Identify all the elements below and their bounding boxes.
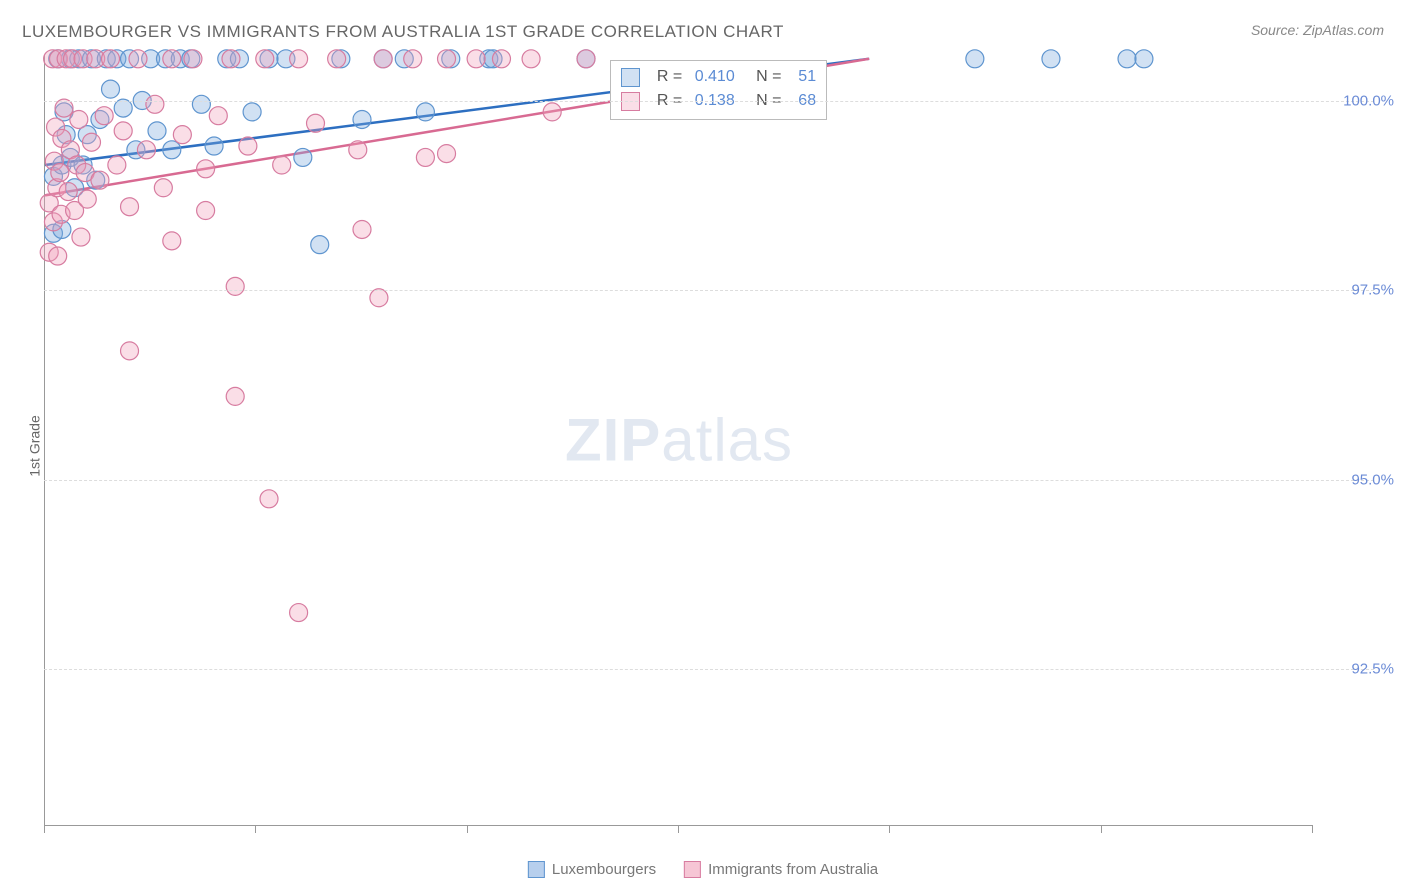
data-point xyxy=(404,50,422,68)
data-point xyxy=(197,202,215,220)
data-point xyxy=(353,110,371,128)
gridline-h xyxy=(44,669,1374,670)
data-point xyxy=(1135,50,1153,68)
data-point xyxy=(192,95,210,113)
data-point xyxy=(416,148,434,166)
x-tick xyxy=(467,825,468,833)
data-point xyxy=(290,604,308,622)
data-point xyxy=(163,141,181,159)
data-point xyxy=(59,183,77,201)
data-point xyxy=(273,156,291,174)
data-point xyxy=(129,50,147,68)
data-point xyxy=(78,190,96,208)
data-point xyxy=(438,145,456,163)
data-point xyxy=(82,133,100,151)
data-point xyxy=(173,126,191,144)
data-point xyxy=(148,122,166,140)
data-point xyxy=(438,50,456,68)
y-tick-label: 92.5% xyxy=(1351,661,1394,678)
data-point xyxy=(226,277,244,295)
x-tick xyxy=(44,825,45,833)
data-point xyxy=(121,342,139,360)
stats-swatch xyxy=(621,68,640,87)
gridline-h xyxy=(44,290,1374,291)
x-tick xyxy=(1101,825,1102,833)
data-point xyxy=(146,95,164,113)
data-point xyxy=(209,107,227,125)
data-point xyxy=(374,50,392,68)
stats-n-label: N = xyxy=(743,65,786,89)
data-point xyxy=(137,141,155,159)
stats-r-value: 0.410 xyxy=(695,65,735,89)
data-point xyxy=(184,50,202,68)
data-point xyxy=(70,110,88,128)
data-point xyxy=(256,50,274,68)
data-point xyxy=(522,50,540,68)
data-point xyxy=(416,103,434,121)
data-point xyxy=(95,107,113,125)
data-point xyxy=(328,50,346,68)
stats-n-value: 51 xyxy=(794,65,816,89)
legend-item: Immigrants from Australia xyxy=(684,861,878,878)
data-point xyxy=(307,114,325,132)
legend-label: Immigrants from Australia xyxy=(708,861,878,878)
source-attribution: Source: ZipAtlas.com xyxy=(1251,22,1384,38)
data-point xyxy=(102,80,120,98)
data-point xyxy=(577,50,595,68)
data-point xyxy=(91,171,109,189)
legend-swatch xyxy=(684,861,701,878)
data-point xyxy=(121,198,139,216)
data-point xyxy=(311,236,329,254)
x-tick xyxy=(678,825,679,833)
data-point xyxy=(260,490,278,508)
data-point xyxy=(114,122,132,140)
data-point xyxy=(102,50,120,68)
data-point xyxy=(163,50,181,68)
data-point xyxy=(114,99,132,117)
data-point xyxy=(370,289,388,307)
data-point xyxy=(197,160,215,178)
data-point xyxy=(226,387,244,405)
data-point xyxy=(49,247,67,265)
y-axis-label: 1st Grade xyxy=(27,415,43,476)
data-point xyxy=(222,50,240,68)
data-point xyxy=(51,164,69,182)
data-point xyxy=(349,141,367,159)
correlation-stats-box: R = 0.410 N = 51 R = 0.138 N = 68 xyxy=(610,60,827,120)
data-point xyxy=(163,232,181,250)
data-point xyxy=(55,99,73,117)
gridline-h xyxy=(44,101,1374,102)
data-point xyxy=(353,220,371,238)
y-tick-label: 97.5% xyxy=(1351,282,1394,299)
data-point xyxy=(966,50,984,68)
data-point xyxy=(154,179,172,197)
bottom-legend: Luxembourgers Immigrants from Australia xyxy=(528,861,878,878)
chart-title: LUXEMBOURGER VS IMMIGRANTS FROM AUSTRALI… xyxy=(22,22,784,42)
legend-item: Luxembourgers xyxy=(528,861,656,878)
y-tick-label: 100.0% xyxy=(1343,92,1394,109)
stats-r-label: R = xyxy=(648,65,687,89)
legend-label: Luxembourgers xyxy=(552,861,656,878)
data-point xyxy=(290,50,308,68)
data-point xyxy=(108,156,126,174)
plot-area: ZIPatlas R = 0.410 N = 51 R = 0.138 N = … xyxy=(44,55,1313,826)
data-point xyxy=(467,50,485,68)
data-point xyxy=(72,228,90,246)
x-tick xyxy=(889,825,890,833)
data-point xyxy=(492,50,510,68)
data-point xyxy=(243,103,261,121)
scatter-svg xyxy=(45,55,1313,825)
x-tick xyxy=(255,825,256,833)
legend-swatch xyxy=(528,861,545,878)
data-point xyxy=(1042,50,1060,68)
gridline-h xyxy=(44,480,1374,481)
data-point xyxy=(1118,50,1136,68)
x-tick xyxy=(1312,825,1313,833)
y-tick-label: 95.0% xyxy=(1351,471,1394,488)
data-point xyxy=(294,148,312,166)
data-point xyxy=(239,137,257,155)
data-point xyxy=(543,103,561,121)
stats-row: R = 0.410 N = 51 xyxy=(621,65,816,89)
data-point xyxy=(205,137,223,155)
